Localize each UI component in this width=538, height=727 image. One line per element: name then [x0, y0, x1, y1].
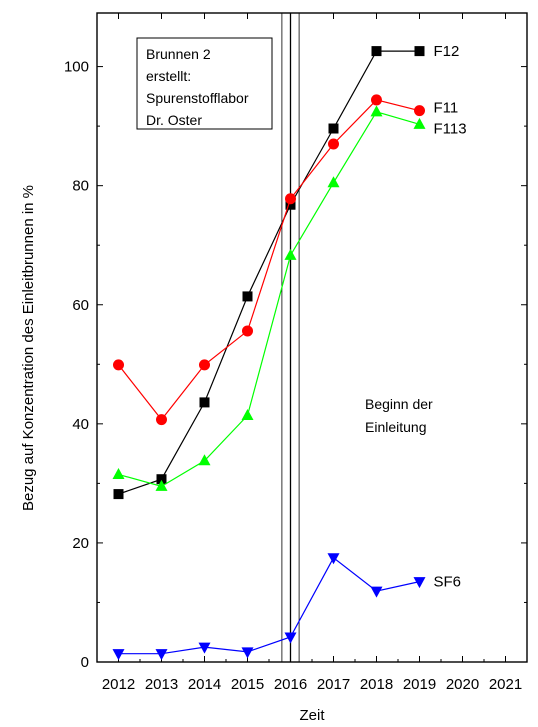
data-point: [155, 649, 168, 661]
x-axis-ticks: 2012 2013 2014 2015 2016 2017 2018 2019 2020 2021: [96, 13, 528, 693]
data-point: [414, 105, 425, 117]
data-point: [242, 291, 253, 302]
data-point: [328, 138, 339, 150]
series-f11: [113, 94, 425, 426]
data-point: [113, 489, 124, 500]
x-tick-label: 2016: [274, 676, 307, 693]
info-box-frame: [136, 37, 273, 130]
data-point: [199, 359, 210, 371]
info-box-line-4: Dr. Oster: [146, 112, 202, 128]
data-point: [371, 46, 382, 57]
series-label-f12: F12: [434, 43, 460, 60]
data-point: [370, 105, 383, 117]
event-lines: [281, 13, 300, 662]
x-tick-label: 2019: [403, 676, 436, 693]
annotation-beginn: Beginn der Einleitung: [365, 396, 433, 435]
data-point: [113, 359, 124, 371]
data-point: [242, 325, 253, 337]
series-labels: F12 F11 F113 SF6: [434, 43, 467, 591]
data-point: [284, 248, 297, 260]
y-tick-label: 20: [72, 535, 89, 552]
x-tick-label: 2015: [231, 676, 264, 693]
series-label-f113: F113: [434, 120, 467, 137]
series-f12: [113, 46, 425, 500]
data-point: [112, 649, 125, 661]
data-point: [112, 467, 125, 479]
data-point: [413, 117, 426, 129]
series-label-sf6: SF6: [434, 574, 462, 591]
y-tick-label: 0: [81, 654, 89, 671]
x-tick-label: 2021: [489, 676, 522, 693]
series-sf6: [112, 553, 426, 661]
info-box-line-3: Spurenstofflabor: [146, 90, 249, 106]
data-point: [370, 586, 383, 598]
data-point: [241, 647, 254, 659]
x-tick-label: 2018: [360, 676, 393, 693]
info-box-line-1: Brunnen 2: [146, 46, 211, 62]
x-axis-title: Zeit: [299, 707, 325, 724]
data-point: [156, 474, 167, 485]
y-axis-title: Bezug auf Konzentration des Einleitbrunn…: [20, 185, 37, 511]
data-point: [285, 199, 296, 210]
data-point: [371, 94, 382, 106]
x-tick-label: 2017: [317, 676, 350, 693]
x-tick-label: 2013: [145, 676, 178, 693]
series-layer: [112, 46, 426, 661]
data-point: [328, 123, 339, 134]
data-point: [285, 193, 296, 205]
data-point: [327, 176, 340, 188]
series-line: [118, 50, 420, 495]
data-point: [198, 642, 211, 654]
data-point: [241, 408, 254, 420]
data-point: [198, 454, 211, 466]
y-tick-label: 80: [72, 178, 89, 195]
info-box: Brunnen 2 erstellt: Spurenstofflabor Dr.…: [136, 37, 273, 130]
y-axis-ticks: 0 20 40 60 80 100: [64, 59, 527, 671]
series-label-f11: F11: [434, 100, 459, 117]
y-tick-label: 60: [72, 297, 89, 314]
data-point: [156, 414, 167, 426]
data-point: [284, 632, 297, 644]
series-f113: [112, 105, 426, 491]
series-line: [118, 111, 420, 487]
y-tick-label: 100: [64, 59, 89, 76]
data-point: [155, 479, 168, 491]
y-tick-label: 40: [72, 416, 89, 433]
x-tick-label: 2012: [102, 676, 135, 693]
series-line: [118, 99, 420, 421]
data-point: [327, 553, 340, 565]
annotation-line-1: Beginn der: [365, 396, 433, 412]
x-tick-label: 2014: [188, 676, 221, 693]
series-line: [118, 556, 420, 655]
x-tick-label: 2020: [446, 676, 479, 693]
data-point: [199, 397, 210, 408]
info-box-line-2: erstellt:: [146, 68, 191, 84]
data-point: [414, 46, 425, 57]
data-point: [413, 577, 426, 589]
annotation-line-2: Einleitung: [365, 419, 427, 435]
